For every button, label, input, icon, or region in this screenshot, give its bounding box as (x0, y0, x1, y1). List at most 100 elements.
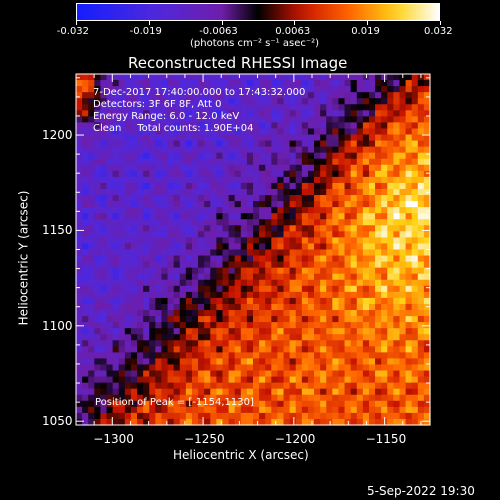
heatmap-cell (173, 261, 181, 269)
heatmap-cell (210, 98, 217, 105)
heatmap-cell (253, 80, 260, 87)
heatmap-cell (350, 394, 358, 402)
heatmap-cell (161, 370, 169, 378)
heatmap-cell (277, 412, 285, 420)
heatmap-cell (295, 376, 303, 384)
heatmap-cell (112, 406, 120, 414)
heatmap-cell (143, 195, 150, 202)
heatmap-cell (228, 279, 236, 287)
heatmap-cell (198, 188, 205, 196)
heatmap-cell (362, 207, 370, 214)
heatmap-cell (198, 80, 205, 87)
heatmap-cell (411, 376, 419, 384)
heatmap-cell (259, 140, 266, 148)
heatmap-cell (405, 213, 413, 220)
heatmap-cell (204, 176, 211, 184)
heatmap-cell (375, 104, 382, 111)
heatmap-cell (130, 213, 138, 220)
heatmap-cell (411, 158, 419, 166)
heatmap-cell (246, 358, 254, 366)
heatmap-cell (82, 267, 89, 275)
heatmap-cell (265, 382, 272, 390)
heatmap-cell (362, 394, 370, 402)
heatmap-cell (240, 122, 248, 130)
heatmap-cell (161, 128, 169, 136)
heatmap-cell (259, 182, 266, 190)
heatmap-cell (332, 334, 340, 341)
heatmap-cell (417, 310, 425, 317)
heatmap-cell (307, 225, 315, 232)
heatmap-cell (344, 182, 352, 190)
heatmap-cell (375, 170, 382, 178)
heatmap-cell (130, 92, 138, 99)
heatmap-cell (381, 207, 388, 214)
heatmap-cell (94, 140, 102, 148)
heatmap-cell (179, 352, 187, 360)
heatmap-cell (320, 104, 327, 111)
heatmap-cell (253, 418, 260, 426)
heatmap-cell (204, 122, 211, 130)
heatmap-cell (191, 158, 199, 166)
heatmap-cell (259, 388, 266, 396)
heatmap-cell (204, 152, 211, 160)
heatmap-cell (167, 285, 175, 293)
heatmap-cell (179, 237, 187, 245)
heatmap-cell (289, 188, 297, 196)
heatmap-cell (387, 128, 394, 136)
heatmap-cell (228, 394, 236, 402)
heatmap-cell (100, 370, 108, 378)
heatmap-cell (210, 146, 217, 154)
heatmap-cell (387, 249, 394, 257)
heatmap-cell (423, 382, 431, 390)
heatmap-cell (393, 152, 401, 160)
heatmap-cell (124, 195, 132, 202)
heatmap-cell (130, 146, 138, 154)
heatmap-cell (88, 279, 95, 287)
heatmap-cell (271, 279, 279, 287)
heatmap-cell (149, 74, 156, 81)
heatmap-cell (259, 110, 266, 117)
heatmap-cell (82, 328, 89, 335)
heatmap-cell (222, 231, 230, 238)
heatmap-cell (149, 207, 156, 214)
heatmap-cell (228, 267, 236, 275)
heatmap-cell (399, 158, 407, 166)
heatmap-cell (204, 237, 211, 245)
heatmap-cell (338, 134, 346, 142)
heatmap-cell (161, 406, 169, 414)
heatmap-cell (320, 297, 327, 305)
heatmap-cell (173, 388, 181, 396)
heatmap-cell (405, 273, 413, 281)
heatmap-cell (240, 322, 248, 329)
heatmap-cell (185, 382, 193, 390)
heatmap-cell (216, 237, 224, 245)
heatmap-cell (88, 249, 95, 257)
heatmap-cell (234, 255, 242, 263)
heatmap-cell (387, 303, 394, 311)
heatmap-cell (124, 376, 132, 384)
heatmap-cell (417, 188, 425, 196)
heatmap-cell (100, 176, 108, 184)
heatmap-cell (289, 364, 297, 372)
heatmap-cell (240, 92, 248, 99)
heatmap-cell (301, 322, 309, 329)
heatmap-cell (191, 219, 199, 226)
heatmap-cell (167, 152, 175, 160)
heatmap-cell (307, 158, 315, 166)
heatmap-cell (283, 104, 291, 111)
heatmap-cell (130, 237, 138, 245)
heatmap-cell (161, 310, 169, 317)
heatmap-cell (82, 334, 89, 341)
heatmap-cell (423, 406, 431, 414)
heatmap-cell (137, 273, 144, 281)
heatmap-cell (149, 297, 156, 305)
heatmap-cell (137, 225, 144, 232)
heatmap-cell (179, 394, 187, 402)
heatmap-cell (405, 310, 413, 317)
heatmap-cell (124, 98, 132, 105)
heatmap-cell (405, 128, 413, 136)
heatmap-cell (143, 382, 150, 390)
heatmap-cell (271, 116, 279, 124)
heatmap-cell (356, 303, 364, 311)
heatmap-cell (76, 128, 83, 136)
